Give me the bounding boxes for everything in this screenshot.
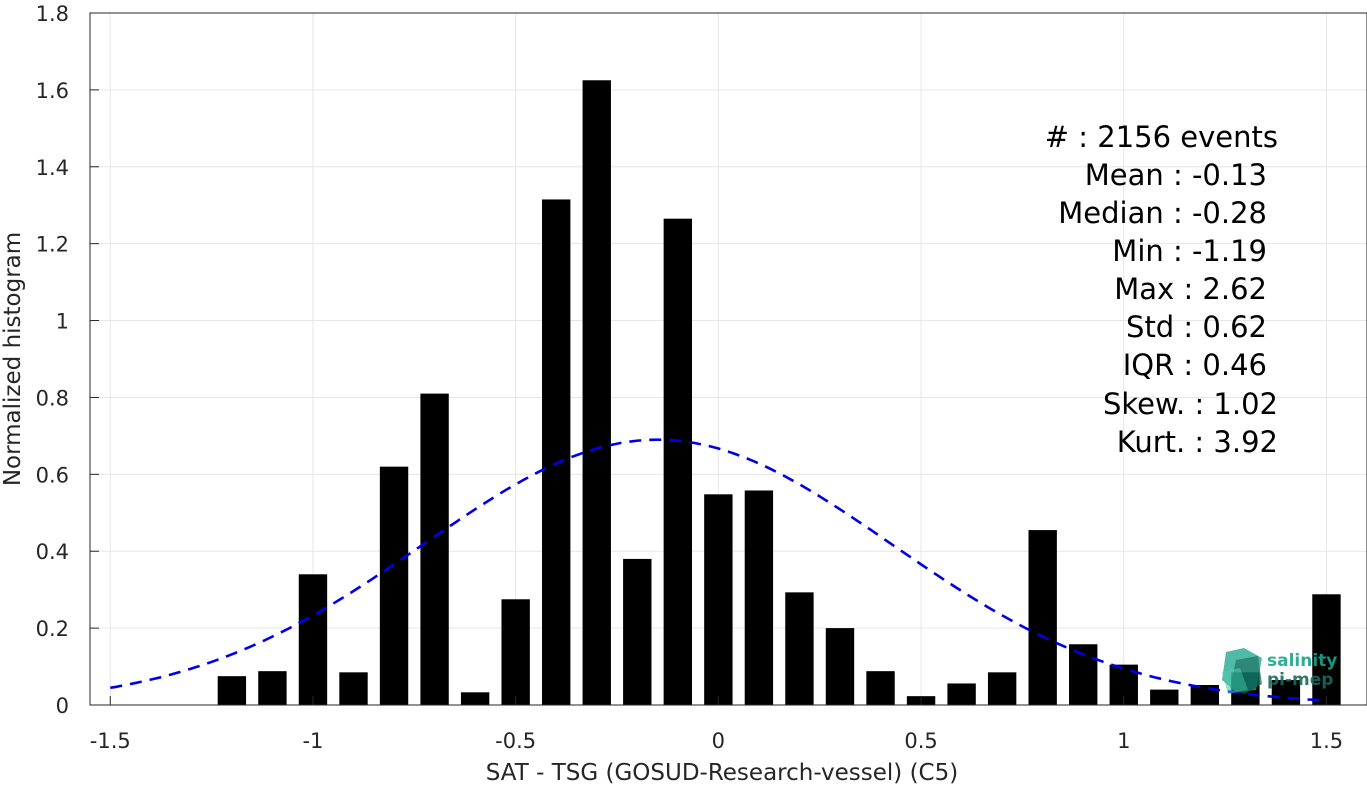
histogram-bar	[582, 80, 611, 706]
histogram-bar	[704, 494, 733, 705]
normal-fit-curve	[110, 438, 1327, 702]
stats-box: # : 2156 events Mean : -0.13 Median : -0…	[1045, 120, 1278, 459]
x-tick-label: 1	[1117, 729, 1130, 753]
y-tick-label: 1.4	[36, 156, 69, 180]
histogram-bar	[987, 672, 1017, 705]
x-tick-label: 0	[712, 729, 725, 753]
y-tick-label: 0.8	[36, 386, 69, 410]
logo-line1: salinity	[1267, 651, 1337, 671]
y-tick-label: 1.6	[36, 79, 69, 103]
histogram-bar	[258, 671, 287, 705]
histogram-bar	[825, 628, 855, 705]
histogram-bar	[785, 592, 814, 705]
logo-line2: pi-mep	[1267, 670, 1333, 690]
histogram-bar	[542, 199, 571, 705]
stat-skew: Skew. : 1.02	[1103, 387, 1278, 421]
histogram-bar	[298, 574, 328, 705]
x-axis-ticks: -1.5 -1 -0.5 0 0.5 1 1.5	[90, 696, 1343, 753]
histogram-bar	[1028, 530, 1057, 705]
stat-std: Std : 0.62	[1126, 310, 1267, 344]
x-axis-label: SAT - TSG (GOSUD-Research-vessel) (C5)	[486, 760, 958, 785]
histogram-bar	[1271, 680, 1301, 705]
salinity-pimep-logo: salinity pi-mep	[1222, 648, 1337, 694]
histogram-bar	[947, 683, 976, 705]
histogram-bar	[420, 393, 449, 705]
y-axis-ticks: 0 0.2 0.4 0.6 0.8 1 1.2 1.4 1.6 1.8	[36, 2, 99, 718]
histogram-bar	[339, 672, 368, 705]
stat-kurt: Kurt. : 3.92	[1117, 425, 1278, 459]
histogram-bar	[1190, 685, 1220, 705]
stat-min: Min : -1.19	[1112, 234, 1267, 268]
y-axis-label: Normalized histogram	[0, 232, 26, 486]
x-tick-label: -0.5	[495, 729, 536, 753]
histogram-bar	[623, 558, 652, 705]
y-tick-label: 0.6	[36, 463, 69, 487]
stat-iqr: IQR : 0.46	[1123, 348, 1267, 382]
bars	[217, 80, 1341, 706]
stat-mean: Mean : -0.13	[1085, 158, 1267, 192]
x-tick-label: 1.5	[1310, 729, 1343, 753]
histogram-bar	[1150, 689, 1179, 705]
histogram-bar	[379, 466, 409, 705]
x-tick-label: -1.5	[90, 729, 131, 753]
histogram-bar	[460, 692, 490, 705]
y-tick-label: 1.2	[36, 233, 69, 257]
y-tick-label: 0.2	[36, 617, 69, 641]
stat-max: Max : 2.62	[1114, 272, 1267, 306]
histogram-bar	[663, 218, 693, 705]
stat-median: Median : -0.28	[1058, 196, 1267, 230]
y-tick-label: 0	[56, 694, 69, 718]
salinity-pimep-logo-icon	[1222, 648, 1262, 694]
histogram-bar	[866, 671, 895, 705]
histogram-bar	[501, 599, 530, 705]
histogram-bar	[744, 490, 774, 705]
histogram-bar	[1312, 594, 1341, 705]
y-tick-label: 1.8	[36, 2, 69, 26]
plot-frame	[89, 12, 1367, 706]
stat-count: # : 2156 events	[1045, 120, 1278, 154]
histogram-bar	[217, 676, 247, 705]
x-tick-label: -1	[302, 729, 323, 753]
y-tick-label: 1	[56, 310, 69, 334]
x-tick-label: 0.5	[904, 729, 937, 753]
y-tick-label: 0.4	[36, 540, 69, 564]
